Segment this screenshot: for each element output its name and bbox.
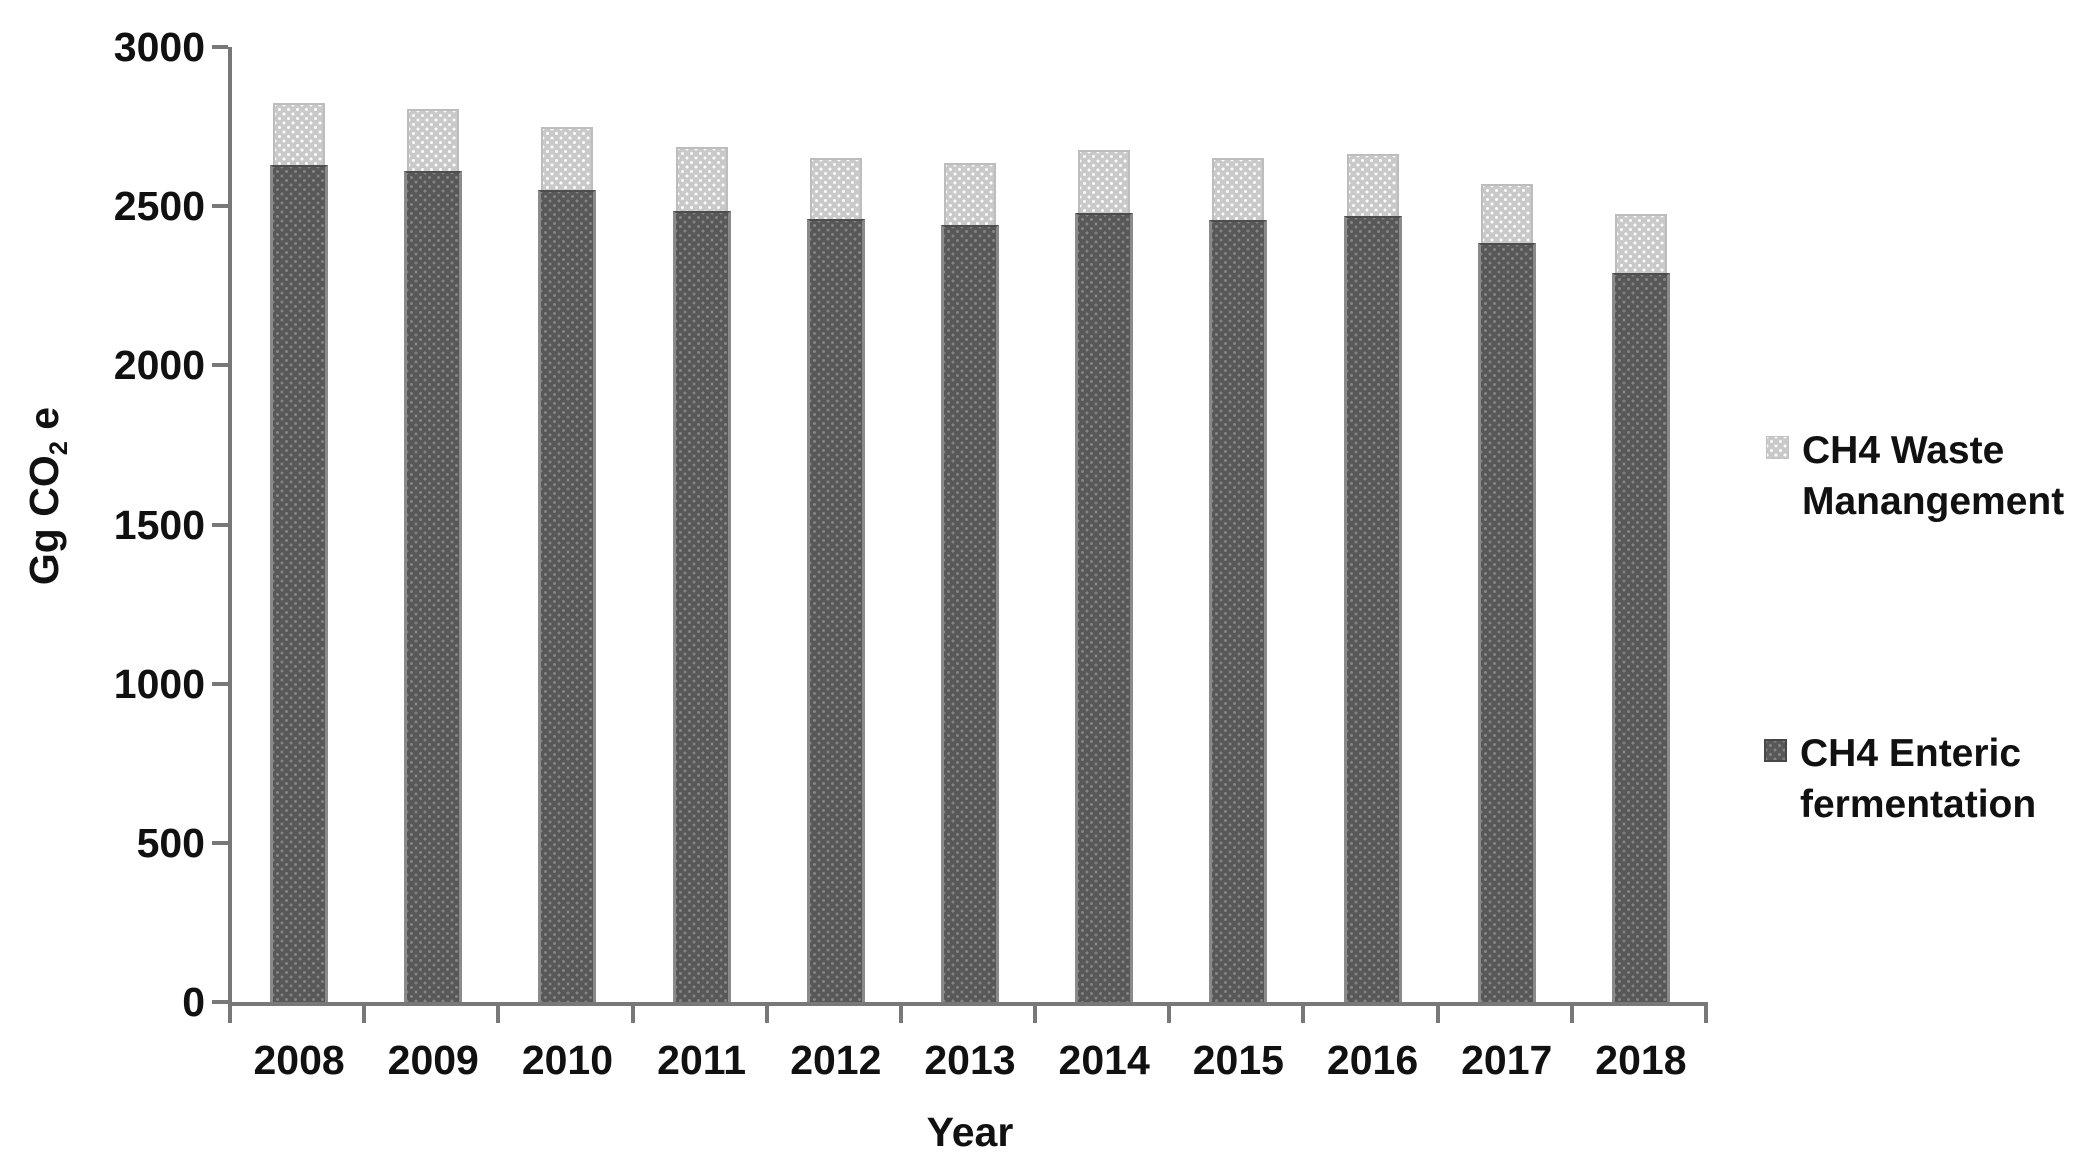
legend-swatch-waste <box>1766 436 1789 459</box>
x-axis-title: Year <box>926 1109 1014 1155</box>
y-axis-tick <box>212 204 228 209</box>
x-tick-label: 2011 <box>657 1037 747 1083</box>
legend-label-waste: CH4 Waste Manangement <box>1802 425 2064 527</box>
bar-waste-2014 <box>1078 150 1131 213</box>
x-axis-tick <box>362 1006 367 1023</box>
bar-waste-2016 <box>1346 153 1399 216</box>
x-axis-tick <box>764 1006 769 1023</box>
bar-enteric-2013 <box>941 225 999 1002</box>
bar-waste-2017 <box>1480 183 1533 243</box>
bar-enteric-2014 <box>1075 212 1134 1002</box>
legend-label-enteric: CH4 Enteric fermentation <box>1800 728 2036 830</box>
x-axis-tick <box>1167 1006 1172 1023</box>
y-axis-tick <box>212 522 228 527</box>
x-axis-tick <box>1301 1006 1306 1023</box>
y-axis-tick <box>212 45 228 49</box>
bar-enteric-2009 <box>404 171 463 1002</box>
x-tick-label: 2018 <box>1595 1037 1687 1083</box>
x-axis-tick <box>1033 1006 1038 1023</box>
legend-label-waste-line1: CH4 Waste <box>1802 429 2005 472</box>
x-tick-label: 2013 <box>924 1037 1016 1083</box>
bar-waste-2008 <box>273 102 326 165</box>
x-tick-label: 2008 <box>253 1037 345 1083</box>
bar-enteric-2011 <box>672 210 731 1002</box>
bar-waste-2010 <box>541 126 594 191</box>
y-tick-label: 0 <box>182 979 205 1025</box>
bar-enteric-2010 <box>538 190 597 1002</box>
x-tick-label: 2015 <box>1192 1037 1284 1083</box>
bar-enteric-2016 <box>1343 215 1402 1002</box>
bar-enteric-2008 <box>270 164 329 1002</box>
y-axis-tick <box>212 1000 228 1004</box>
y-axis-line <box>228 47 232 1006</box>
x-tick-label: 2016 <box>1326 1037 1419 1083</box>
x-tick-label: 2017 <box>1461 1037 1553 1083</box>
x-axis-tick <box>1435 1006 1440 1023</box>
y-axis-title-subscript: 2 <box>45 441 74 456</box>
x-axis-tick <box>228 1006 232 1023</box>
legend-swatch-enteric <box>1764 739 1787 762</box>
bar-waste-2012 <box>809 158 862 219</box>
x-tick-label: 2009 <box>387 1037 479 1083</box>
legend-item-enteric: CH4 Enteric fermentation <box>1764 728 2036 830</box>
legend-label-waste-line2: Manangement <box>1802 480 2065 523</box>
x-tick-label: 2010 <box>521 1037 614 1083</box>
x-tick-label: 2012 <box>790 1037 882 1083</box>
bar-enteric-2015 <box>1209 220 1268 1002</box>
bar-waste-2015 <box>1212 158 1265 221</box>
y-tick-label: 2500 <box>113 183 205 230</box>
bar-enteric-2012 <box>806 218 865 1002</box>
legend-label-enteric-line1: CH4 Enteric <box>1800 732 2022 775</box>
y-tick-label: 1500 <box>113 501 205 548</box>
bar-enteric-2017 <box>1477 242 1536 1002</box>
y-axis-title-suffix: e <box>21 406 67 442</box>
y-axis-tick <box>212 681 228 686</box>
bar-enteric-2018 <box>1611 273 1670 1002</box>
x-axis-tick <box>1569 1006 1574 1023</box>
x-axis-tick <box>630 1006 635 1023</box>
y-axis-title-main: Gg CO <box>21 455 67 586</box>
y-axis-tick <box>212 840 228 845</box>
y-tick-label: 2000 <box>113 342 205 389</box>
y-axis-tick <box>212 363 228 368</box>
y-tick-label: 3000 <box>113 24 205 70</box>
y-tick-label: 1000 <box>113 660 205 707</box>
y-tick-label: 500 <box>136 819 205 866</box>
x-axis-line <box>228 1002 1708 1006</box>
x-axis-tick <box>898 1006 903 1023</box>
y-axis-title: Gg CO2 e <box>20 406 73 586</box>
legend-label-enteric-line2: fermentation <box>1800 783 2037 826</box>
x-axis-tick <box>496 1006 501 1023</box>
bar-waste-2013 <box>944 163 996 226</box>
bar-waste-2009 <box>407 109 460 172</box>
legend-item-waste: CH4 Waste Manangement <box>1766 425 2064 527</box>
x-axis-tick <box>1704 1006 1708 1023</box>
bar-waste-2011 <box>675 147 728 211</box>
bar-waste-2018 <box>1614 214 1667 274</box>
x-tick-label: 2014 <box>1058 1037 1150 1083</box>
